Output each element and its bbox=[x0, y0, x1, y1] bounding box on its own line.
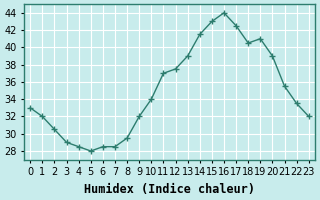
X-axis label: Humidex (Indice chaleur): Humidex (Indice chaleur) bbox=[84, 183, 255, 196]
